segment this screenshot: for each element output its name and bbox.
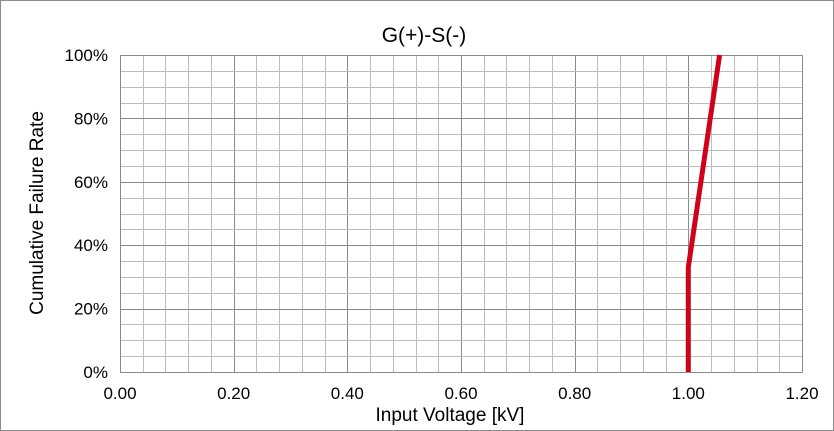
x-tick-label: 0.80 (558, 384, 591, 403)
x-tick-label: 0.40 (331, 384, 364, 403)
y-tick-label: 100% (65, 46, 108, 65)
y-axis-title: Cumulative Failure Rate (27, 111, 48, 315)
y-tick-label: 40% (74, 236, 108, 255)
y-tick-label: 20% (74, 300, 108, 319)
plot-area-border (120, 55, 803, 373)
x-tick-label: 1.20 (785, 384, 818, 403)
series-line-1 (685, 54, 723, 372)
y-tick-label: 60% (74, 173, 108, 192)
x-axis-title: Input Voltage [kV] (376, 405, 525, 426)
x-tick-label: 0.20 (217, 384, 250, 403)
x-tick-label: 0.60 (444, 384, 477, 403)
y-tick-labels: 0% 20% 40% 60% 80% 100% (65, 46, 108, 382)
y-tick-label: 0% (83, 363, 108, 382)
chart-title: G(+)-S(-) (382, 24, 467, 47)
grid-layer (120, 55, 803, 373)
x-tick-labels: 0.00 0.20 0.40 0.60 0.80 1.00 1.20 (103, 384, 818, 403)
x-tick-label: 0.00 (103, 384, 136, 403)
y-tick-label: 80% (74, 109, 108, 128)
x-tick-label: 1.00 (672, 384, 705, 403)
series-layer (685, 54, 723, 372)
